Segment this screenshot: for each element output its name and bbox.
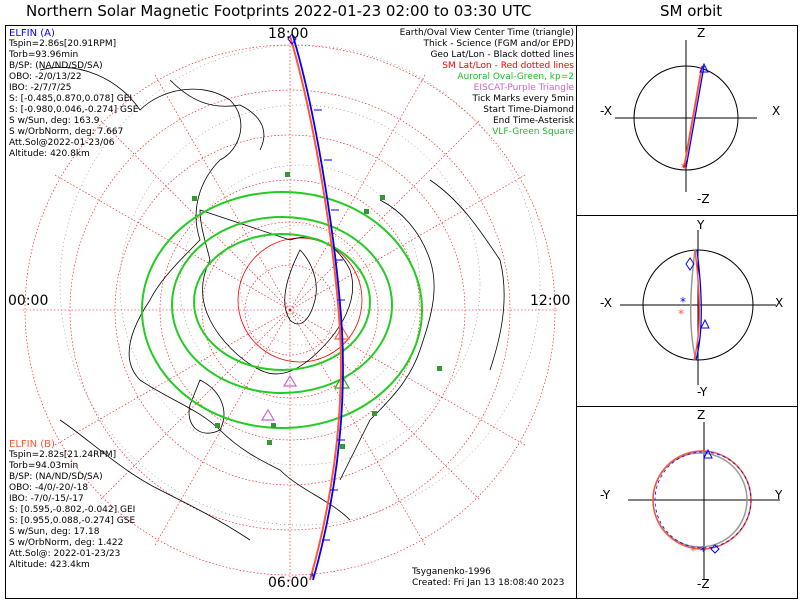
orbit-plot-xy: * * bbox=[620, 230, 776, 385]
elfin-b-line: OBO: -4/0/-20/-18 bbox=[9, 483, 89, 493]
legend-item: VLF-Green Square bbox=[492, 127, 574, 137]
orbit-xy-top: Y bbox=[697, 218, 705, 232]
footer: Tsyganenko-1996 Created: Fri Jan 13 18:0… bbox=[412, 567, 564, 589]
legend-item: Auroral Oval-Green, kp=2 bbox=[457, 72, 574, 82]
elfin-b-line: S: [0.595,-0.802,-0.042] GEI bbox=[9, 505, 136, 515]
elfin-a-line: S w/Sun, deg: 163.9 bbox=[9, 116, 100, 126]
elfin-b-info: ELFIN (B) Tspin=2.82s[21.24RPM] Torb=94.… bbox=[9, 439, 135, 571]
elfin-b-line: Tspin=2.82s[21.24RPM] bbox=[9, 450, 117, 460]
elfin-a-line: S: [-0.485,0.870,0.078] GEI bbox=[9, 94, 133, 104]
svg-text:*: * bbox=[310, 572, 315, 583]
elfin-a-line: Torb=93.96min bbox=[9, 50, 79, 60]
elfin-a-info: ELFIN (A) Tspin=2.86s[20.91RPM] Torb=93.… bbox=[9, 28, 138, 160]
svg-text:*: * bbox=[700, 544, 706, 558]
auroral-oval bbox=[141, 191, 423, 429]
elfin-a-line: B/SP: (NA/ND/SD/SA) bbox=[9, 61, 103, 71]
footer-author: Tsyganenko-1996 bbox=[412, 567, 491, 577]
elfin-a-line: S w/OrbNorm, deg: 7.667 bbox=[9, 127, 124, 137]
elfin-b-line: B/SP: (NA/ND/SD/SA) bbox=[9, 472, 103, 482]
svg-text:*: * bbox=[680, 295, 686, 309]
map-label-top: 18:00 bbox=[268, 26, 309, 42]
svg-text:*: * bbox=[690, 544, 696, 558]
orbit-xy-right: X bbox=[775, 296, 784, 310]
elfin-a-line: Tspin=2.86s[20.91RPM] bbox=[9, 39, 117, 49]
orbit-xy-bottom: -Y bbox=[697, 385, 708, 399]
orbit-plot-xz: * bbox=[615, 40, 757, 192]
legend-item: Earth/Oval View Center Time (triangle) bbox=[399, 28, 574, 38]
elfin-b-line: S w/Sun, deg: 17.18 bbox=[9, 527, 100, 537]
elfin-a-line: IBO: -2/7/7/25 bbox=[9, 83, 72, 93]
elfin-b-line: S: [0.955,0.088,-0.274] GSE bbox=[9, 516, 136, 526]
legend-item: Start Time-Diamond bbox=[483, 105, 574, 115]
svg-text:*: * bbox=[681, 161, 687, 175]
elfin-a-track bbox=[292, 35, 344, 581]
elfin-a-line: S: [-0.980,0.046,-0.274] GSE bbox=[9, 105, 139, 115]
elfin-b-line: Torb=94.03min bbox=[9, 461, 79, 471]
elfin-b-line: IBO: -7/0/-15/-17 bbox=[9, 494, 84, 504]
legend-item: EISCAT-Purple Triangle bbox=[473, 83, 574, 93]
orbit-yz-bottom: -Z bbox=[697, 577, 710, 591]
footer-created: Created: Fri Jan 13 18:08:40 2023 bbox=[412, 578, 565, 588]
elfin-b-line: Att.Sol@: 2022-01-23/23 bbox=[9, 549, 121, 559]
legend-item: Thick - Science (FGM and/or EPD) bbox=[423, 39, 574, 49]
elfin-a-line: Att.Sol@2022-01-23/06 bbox=[9, 138, 115, 148]
elfin-a-line: Altitude: 420.8km bbox=[9, 149, 90, 159]
orbit-yz-top: Z bbox=[697, 408, 706, 422]
orbit-xz-bottom: -Z bbox=[697, 192, 710, 206]
elfin-b-track bbox=[289, 35, 342, 581]
orbit-panel-yz bbox=[576, 406, 798, 599]
eiscat-triangles bbox=[260, 374, 298, 421]
elfin-a-line: OBO: -2/0/13/22 bbox=[9, 72, 82, 82]
page-title: Northern Solar Magnetic Footprints 2022-… bbox=[26, 2, 532, 20]
orbit-yz-left: -Y bbox=[600, 488, 611, 502]
map-label-right: 12:00 bbox=[530, 293, 571, 309]
map-label-left: 00:00 bbox=[8, 293, 49, 309]
orbit-xz-top: Z bbox=[697, 26, 706, 40]
elfin-a-name: ELFIN (A) bbox=[9, 28, 55, 39]
legend-item: SM Lat/Lon - Red dotted lines bbox=[442, 61, 574, 71]
legend-item: Tick Marks every 5min bbox=[472, 94, 574, 104]
legend-item: End Time-Asterisk bbox=[492, 116, 574, 126]
legend: Earth/Oval View Center Time (triangle) T… bbox=[400, 28, 574, 138]
elfin-b-line: S w/OrbNorm, deg: 1.422 bbox=[9, 538, 124, 548]
legend-item: Geo Lat/Lon - Black dotted lines bbox=[430, 50, 574, 60]
svg-text:*: * bbox=[678, 307, 684, 321]
orbit-yz-right: Y bbox=[775, 488, 783, 502]
orbit-xz-right: X bbox=[772, 104, 781, 118]
elfin-b-name: ELFIN (B) bbox=[9, 439, 55, 450]
orbit-plot-yz: * * bbox=[628, 422, 780, 580]
vlf-stations bbox=[192, 172, 442, 449]
orbit-xy-left: -X bbox=[600, 296, 612, 310]
map-label-bottom: 06:00 bbox=[268, 575, 309, 591]
orbit-title: SM orbit bbox=[660, 2, 723, 20]
orbit-xz-left: -X bbox=[600, 104, 612, 118]
continents bbox=[39, 67, 505, 541]
elfin-b-line: Altitude: 423.4km bbox=[9, 560, 90, 570]
